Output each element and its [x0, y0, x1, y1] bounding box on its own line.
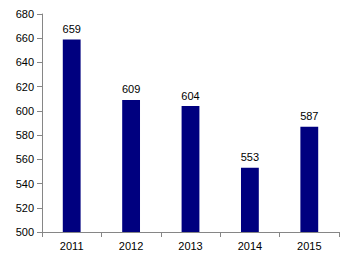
svg-text:2015: 2015	[297, 240, 321, 252]
svg-text:680: 680	[16, 8, 34, 20]
svg-text:560: 560	[16, 153, 34, 165]
svg-text:2013: 2013	[178, 240, 202, 252]
svg-text:2012: 2012	[119, 240, 143, 252]
svg-text:600: 600	[16, 105, 34, 117]
svg-text:580: 580	[16, 129, 34, 141]
svg-text:520: 520	[16, 202, 34, 214]
svg-text:609: 609	[122, 83, 140, 95]
svg-text:620: 620	[16, 81, 34, 93]
svg-text:659: 659	[63, 23, 81, 35]
svg-text:660: 660	[16, 32, 34, 44]
svg-text:540: 540	[16, 178, 34, 190]
svg-text:500: 500	[16, 226, 34, 238]
svg-text:587: 587	[300, 110, 318, 122]
svg-text:2014: 2014	[238, 240, 262, 252]
svg-text:553: 553	[241, 151, 259, 163]
svg-text:640: 640	[16, 56, 34, 68]
svg-text:2011: 2011	[60, 240, 84, 252]
svg-text:604: 604	[181, 90, 199, 102]
